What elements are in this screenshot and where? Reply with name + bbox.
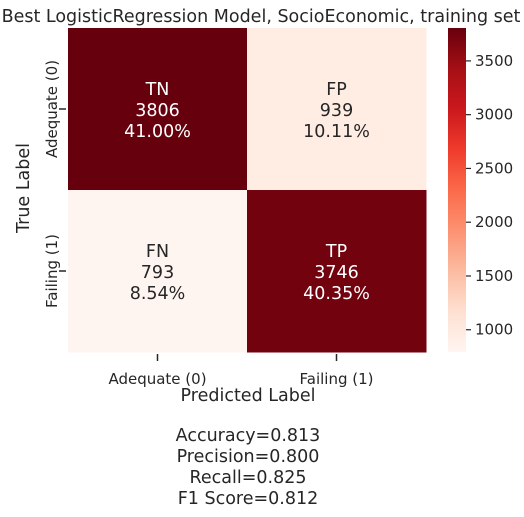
cell-count-label: 793 <box>141 263 174 283</box>
cell-category-label: FP <box>326 80 347 100</box>
f1-score-text: F1 Score=0.812 <box>177 489 319 509</box>
cell-percent-label: 40.35% <box>303 284 370 304</box>
colorbar-tick-label: 3000 <box>475 106 513 124</box>
x-tick-label: Adequate (0) <box>108 370 206 388</box>
cell-category-label: TN <box>145 80 170 100</box>
y-tick-label: Failing (1) <box>43 234 61 308</box>
cell-count-label: 3746 <box>314 263 359 283</box>
cell-count-label: 3806 <box>135 101 180 121</box>
colorbar-tick-label: 2000 <box>475 213 513 231</box>
cell-count-label: 939 <box>320 101 353 121</box>
cell-percent-label: 41.00% <box>124 122 191 142</box>
x-axis-label: Predicted Label <box>181 386 316 406</box>
chart-title: Best LogisticRegression Model, SocioEcon… <box>2 7 521 27</box>
y-axis-ticks: Adequate (0) Failing (1) <box>43 60 66 308</box>
colorbar: 1000 1500 2000 2500 3000 3500 <box>448 28 513 352</box>
colorbar-tick-label: 3500 <box>475 52 513 70</box>
cell-category-label: FN <box>146 242 169 262</box>
heatmap-cell-tp <box>247 190 427 353</box>
colorbar-tick-label: 1500 <box>475 267 513 285</box>
accuracy-text: Accuracy=0.813 <box>175 426 321 446</box>
heatmap-cell-fp <box>247 28 427 191</box>
heatmap-cell-tn <box>68 28 248 191</box>
y-tick-label: Adequate (0) <box>43 60 61 158</box>
x-tick-label: Failing (1) <box>300 370 374 388</box>
recall-text: Recall=0.825 <box>189 468 307 488</box>
colorbar-gradient <box>448 28 466 352</box>
y-axis-label: True Label <box>14 143 34 234</box>
colorbar-tick-label: 2500 <box>475 159 513 177</box>
heatmap-cell-fn <box>68 190 248 353</box>
colorbar-tick-label: 1000 <box>475 321 513 339</box>
x-axis-ticks: Adequate (0) Failing (1) <box>108 354 374 388</box>
precision-text: Precision=0.800 <box>176 447 320 467</box>
cell-percent-label: 10.11% <box>303 122 370 142</box>
metrics-block: Accuracy=0.813 Precision=0.800 Recall=0.… <box>0 426 496 510</box>
cell-category-label: TP <box>325 242 347 262</box>
cell-percent-label: 8.54% <box>130 284 186 304</box>
